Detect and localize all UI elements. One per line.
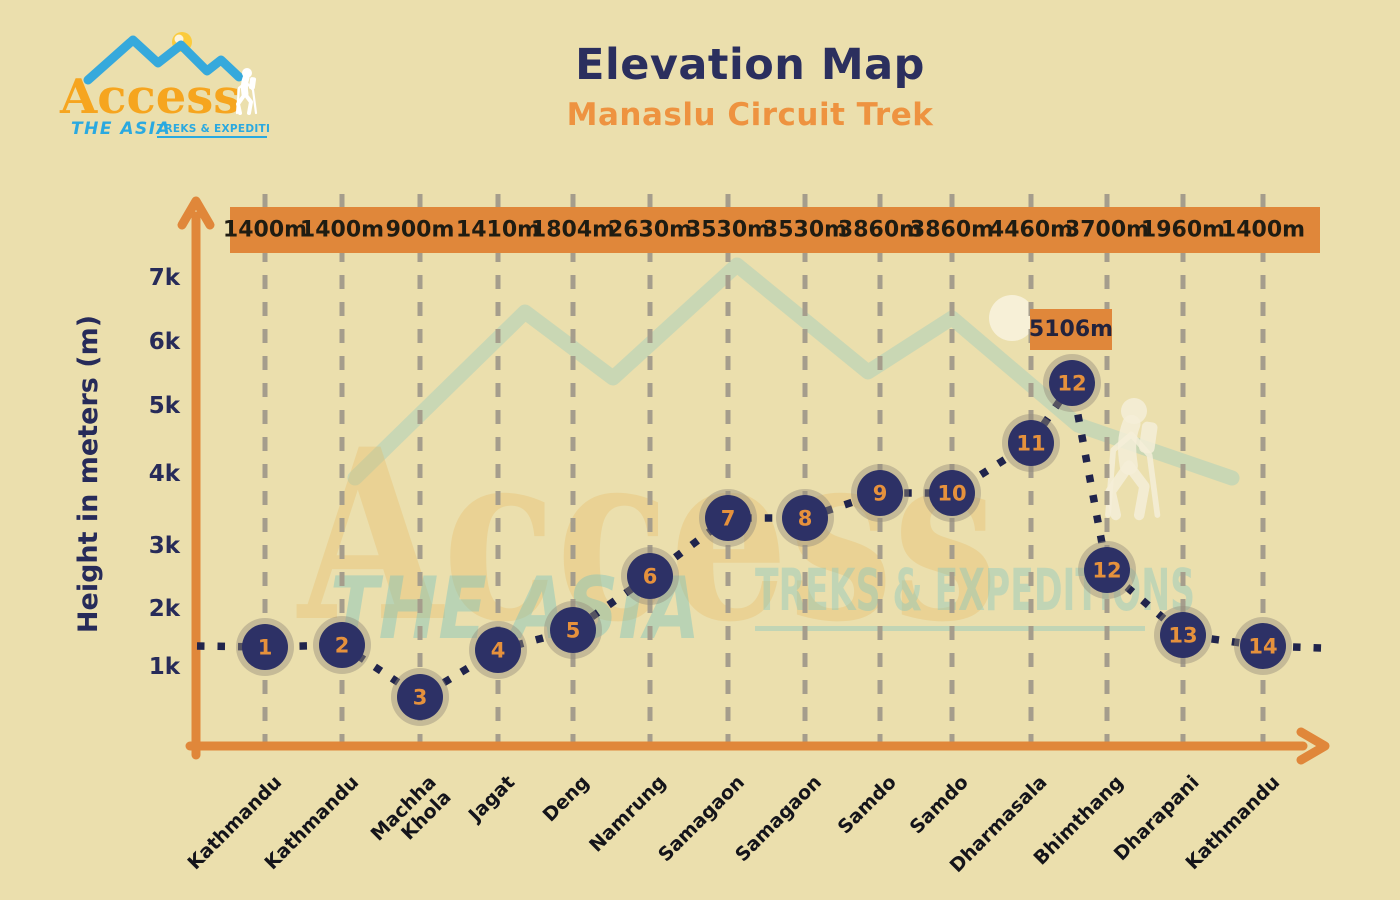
elevation-banner-value: 3530m: [762, 217, 848, 243]
y-axis-tick-label: 3k: [148, 533, 180, 559]
logo-hiker-icon: [235, 68, 258, 115]
data-point: 8: [776, 489, 834, 547]
data-point: 3: [391, 668, 449, 726]
data-point: 13: [1154, 606, 1212, 664]
logo-tagline: TREKS & EXPEDITIONS: [157, 123, 270, 135]
day-number: 7: [721, 507, 736, 531]
day-number: 3: [413, 686, 428, 710]
elevation-banner-value: 2630m: [607, 217, 693, 243]
data-point: 6: [621, 547, 679, 605]
day-number: 1: [258, 636, 273, 660]
day-number: 11: [1016, 432, 1045, 456]
data-point: 9: [851, 464, 909, 522]
day-number: 12: [1057, 372, 1086, 396]
elevation-banner-value: 1400m: [1220, 217, 1306, 243]
elevation-banner-value: 1410m: [455, 217, 541, 243]
elevation-banner-value: 900m: [385, 217, 455, 243]
y-axis-tick-label: 1k: [148, 654, 180, 680]
day-number: 2: [335, 634, 350, 658]
day-number: 4: [491, 639, 506, 663]
watermark-sun-icon: [989, 295, 1035, 341]
day-number: 6: [643, 565, 658, 589]
data-point: 2: [313, 616, 371, 674]
x-axis-arrow-icon: [1296, 727, 1330, 765]
watermark-hiker-icon: [1105, 398, 1161, 521]
elevation-banner-value: 1400m: [299, 217, 385, 243]
logo-brand: Access: [59, 69, 240, 125]
elevation-banner-value: 4460m: [988, 217, 1074, 243]
y-axis-tick-label: 7k: [148, 265, 180, 291]
trek-route-line: [196, 373, 1323, 702]
day-number: 8: [798, 507, 813, 531]
day-number: 10: [937, 482, 966, 506]
y-axis-tick-label: 5k: [148, 393, 180, 419]
data-point: 10: [923, 464, 981, 522]
elevation-banner-value: 3700m: [1064, 217, 1150, 243]
peak-elevation-callout: 5106m: [1029, 309, 1113, 350]
data-point: 4: [469, 621, 527, 679]
company-logo: Access THE ASIA TREKS & EXPEDITIONS: [55, 26, 270, 144]
data-point: 7: [699, 489, 757, 547]
elevation-banner: 1400m 1400m 900m 1410m 1804m 2630m 3530m 3530m 3…: [223, 207, 1320, 253]
elevation-banner-value: 1400m: [222, 217, 308, 243]
data-point: 12: [1043, 354, 1101, 412]
elevation-banner-value: 1804m: [530, 217, 616, 243]
logo-mountain-icon: [83, 35, 244, 85]
logo-sub-brand: THE ASIA: [71, 119, 171, 139]
data-point: 11: [1002, 414, 1060, 472]
day-number: 14: [1248, 635, 1277, 659]
day-number: 12: [1092, 559, 1121, 583]
y-axis-arrow-icon: [177, 196, 215, 230]
day-number: 9: [873, 482, 888, 506]
data-point: 14: [1234, 617, 1292, 675]
y-axis-tick-label: 2k: [148, 596, 180, 622]
page-subtitle: Manaslu Circuit Trek: [566, 97, 934, 133]
y-axis-tick-label: 6k: [148, 329, 180, 355]
y-axis-tick-label: 4k: [148, 461, 180, 487]
data-point: 1: [236, 618, 294, 676]
page-title: Elevation Map: [575, 40, 925, 90]
elevation-banner-value: 3860m: [837, 217, 923, 243]
elevation-banner-value: 3860m: [909, 217, 995, 243]
day-number: 13: [1168, 624, 1197, 648]
elevation-banner-value: 3530m: [685, 217, 771, 243]
y-axis-title: Height in meters (m): [73, 314, 104, 634]
data-point: 5: [544, 601, 602, 659]
data-point: 12: [1078, 541, 1136, 599]
day-number: 5: [566, 619, 581, 643]
elevation-banner-value: 1960m: [1140, 217, 1226, 243]
